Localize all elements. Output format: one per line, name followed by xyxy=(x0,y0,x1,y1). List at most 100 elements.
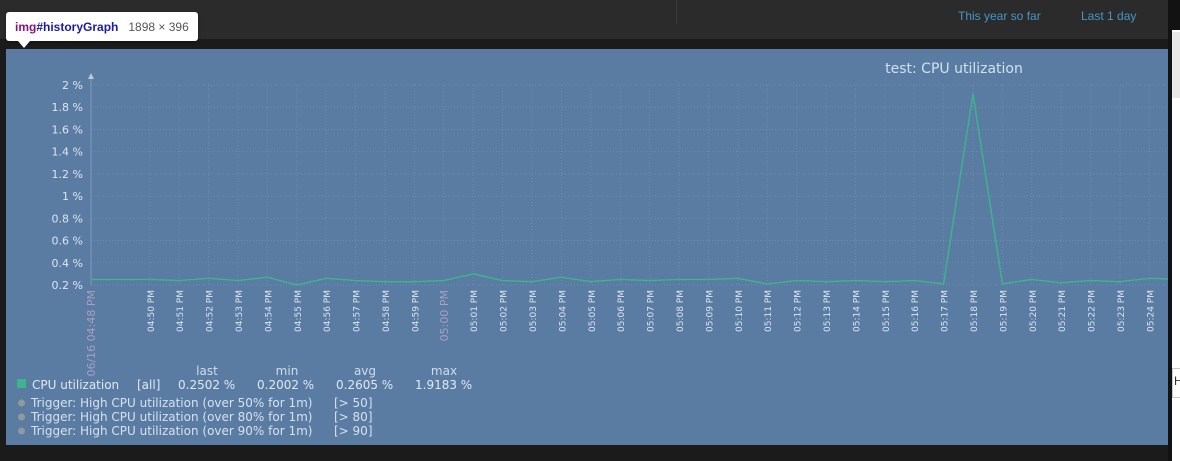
x-tick-label: 05:18 PM xyxy=(970,290,980,332)
y-tick-label: 1.8 % xyxy=(52,101,83,114)
trigger-indicator-icon xyxy=(17,398,26,408)
legend-trigger-value: [> 50] xyxy=(334,396,373,410)
x-tick-label: 05:21 PM xyxy=(1058,290,1068,332)
series-point xyxy=(325,277,328,280)
series-point xyxy=(1031,278,1033,281)
x-tick-label: 05:06 PM xyxy=(617,290,627,332)
x-tick-label: 05:24 PM xyxy=(1146,290,1156,332)
legend-col-avg: avg xyxy=(354,364,376,378)
legend-col-max: max xyxy=(431,364,457,378)
x-tick-label: 05:22 PM xyxy=(1088,290,1098,332)
x-tick-label: 05:04 PM xyxy=(558,290,568,332)
x-tick-label: 05:09 PM xyxy=(705,290,715,332)
x-tick-label: 04:57 PM xyxy=(353,290,363,332)
scrollbar-thumb[interactable] xyxy=(1172,32,1180,98)
y-tick-label: 0.2 % xyxy=(52,279,83,292)
element-tag: img xyxy=(15,19,37,34)
element-selector: img#historyGraph xyxy=(15,20,118,34)
legend-item-max: 1.9183 % xyxy=(415,378,472,392)
x-tick-label: 05:00 PM xyxy=(438,290,451,341)
legend-trigger-name: Trigger: High CPU utilization (over 90% … xyxy=(30,424,312,438)
series-point xyxy=(913,279,915,282)
y-tick-label: 1.6 % xyxy=(52,123,83,136)
x-tick-label: 05:17 PM xyxy=(941,290,951,332)
grid xyxy=(90,84,1168,286)
series-point xyxy=(178,279,180,282)
series-point xyxy=(237,279,239,282)
series-point xyxy=(1119,280,1121,283)
x-tick-label: 05:11 PM xyxy=(764,290,774,332)
series-line-cpu-utilization xyxy=(91,93,1168,286)
series-point xyxy=(825,280,827,283)
x-tick-label: 05:03 PM xyxy=(529,290,539,332)
side-panel-text: H xyxy=(1174,374,1180,388)
x-tick-label: 05:07 PM xyxy=(647,290,657,332)
x-tick-label: 05:15 PM xyxy=(882,290,892,332)
x-tick-label: 04:55 PM xyxy=(294,290,304,332)
period-link-last-1-day[interactable]: Last 1 day xyxy=(1081,9,1137,23)
series-point xyxy=(1089,279,1092,282)
x-tick-label: 04:58 PM xyxy=(382,290,392,332)
series-point xyxy=(1148,277,1151,280)
history-graph[interactable]: test: CPU utilization 0.2 % 0.4 % 0.6 % 0.8… xyxy=(6,49,1168,445)
legend-trigger-name: Trigger: High CPU utilization (over 50% … xyxy=(30,396,312,410)
series-point xyxy=(531,280,533,283)
x-tick-label: 04:52 PM xyxy=(206,290,216,332)
y-tick-label: 0.4 % xyxy=(52,257,83,270)
devtools-element-tooltip: img#historyGraph 1898 × 396 xyxy=(6,12,198,41)
y-tick-label: 0.8 % xyxy=(52,212,83,225)
series-point xyxy=(560,276,563,278)
y-tick-label: 1.4 % xyxy=(52,146,83,159)
legend-trigger-value: [> 80] xyxy=(334,410,373,424)
x-tick-label: 05:23 PM xyxy=(1117,290,1127,332)
legend-item-last: 0.2502 % xyxy=(178,378,235,392)
x-axis: 06/16 04:48 PM 04:50 PM 04:51 PM 04:52 PM 04… xyxy=(85,290,1156,377)
x-tick-label: 04:53 PM xyxy=(235,290,245,332)
x-tick-label: 05:01 PM xyxy=(470,290,480,332)
legend-col-last: last xyxy=(196,364,218,378)
series-point xyxy=(648,279,651,282)
series-point xyxy=(443,279,445,282)
x-tick-label: 04:50 PM xyxy=(147,290,157,332)
series-point xyxy=(90,278,92,281)
x-tick-label: 05:10 PM xyxy=(735,290,745,332)
period-link-this-year[interactable]: This year so far xyxy=(958,9,1041,23)
x-tick-label: 05:14 PM xyxy=(852,290,862,332)
x-tick-label: 05:20 PM xyxy=(1029,290,1039,332)
series-point xyxy=(619,278,621,281)
side-panel-input[interactable] xyxy=(1172,368,1180,398)
x-tick-label: 04:59 PM xyxy=(411,290,421,332)
y-axis-arrow xyxy=(88,73,94,79)
series-point xyxy=(590,280,592,283)
series-point xyxy=(472,273,475,275)
legend-trigger-name: Trigger: High CPU utilization (over 80% … xyxy=(30,410,312,424)
series-point xyxy=(884,280,886,283)
element-id: #historyGraph xyxy=(36,19,119,34)
x-tick-label: 04:56 PM xyxy=(323,290,333,332)
x-tick-label: 06/16 04:48 PM xyxy=(85,290,98,377)
legend-item-avg: 0.2605 % xyxy=(336,378,393,392)
series-point xyxy=(354,279,357,282)
y-tick-label: 2 % xyxy=(62,79,83,92)
x-tick-label: 04:51 PM xyxy=(176,290,186,332)
x-tick-label: 05:19 PM xyxy=(999,290,1009,332)
series-point xyxy=(737,277,739,280)
trigger-indicator-icon xyxy=(17,426,26,436)
x-tick-label: 05:16 PM xyxy=(911,290,921,332)
x-tick-label: 05:05 PM xyxy=(588,290,598,332)
graph-title: test: CPU utilization xyxy=(885,61,1023,77)
series-point xyxy=(149,278,151,281)
x-tick-label: 04:54 PM xyxy=(264,290,274,332)
element-dimensions: 1898 × 396 xyxy=(128,19,189,34)
legend-col-min: min xyxy=(276,364,299,378)
series-layer xyxy=(90,93,1168,286)
toolbar-divider xyxy=(676,0,677,24)
series-point xyxy=(413,280,416,283)
legend-color-swatch xyxy=(17,379,26,388)
tooltip-arrow xyxy=(18,41,30,48)
y-axis: 0.2 % 0.4 % 0.6 % 0.8 % 1 % 1.2 % 1.4 % 1.6 % 1.… xyxy=(52,73,94,292)
series-point xyxy=(854,279,857,282)
series-point xyxy=(972,93,974,95)
y-tick-label: 1 % xyxy=(62,190,83,203)
series-point xyxy=(296,284,298,286)
